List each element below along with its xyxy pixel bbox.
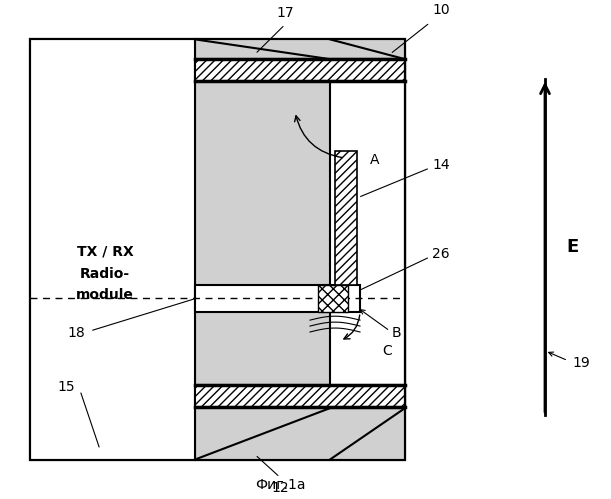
Text: A: A	[370, 153, 379, 167]
Bar	[195, 59, 405, 81]
Text: module: module	[76, 288, 134, 302]
Text: C: C	[382, 344, 392, 358]
Bar	[330, 59, 405, 408]
Text: 18: 18	[67, 326, 85, 340]
Text: 14: 14	[432, 158, 450, 172]
Bar	[335, 151, 357, 284]
Bar	[30, 39, 405, 460]
Text: E: E	[566, 238, 578, 256]
Bar	[195, 284, 360, 312]
Bar	[195, 385, 405, 407]
Bar	[30, 39, 195, 460]
Bar	[30, 39, 405, 460]
Text: 15: 15	[57, 380, 75, 394]
Text: Фиг.1a: Фиг.1a	[255, 478, 306, 492]
Bar	[30, 39, 195, 460]
Bar	[195, 39, 405, 460]
Text: 26: 26	[432, 247, 450, 261]
Text: 10: 10	[432, 2, 450, 16]
Text: 19: 19	[572, 356, 590, 370]
Text: TX / RX: TX / RX	[76, 245, 133, 259]
Text: 17: 17	[276, 5, 294, 19]
Polygon shape	[330, 59, 405, 82]
Bar	[318, 284, 348, 312]
Text: Radio-: Radio-	[80, 266, 130, 280]
Text: 12: 12	[271, 481, 289, 496]
Text: B: B	[392, 326, 401, 340]
